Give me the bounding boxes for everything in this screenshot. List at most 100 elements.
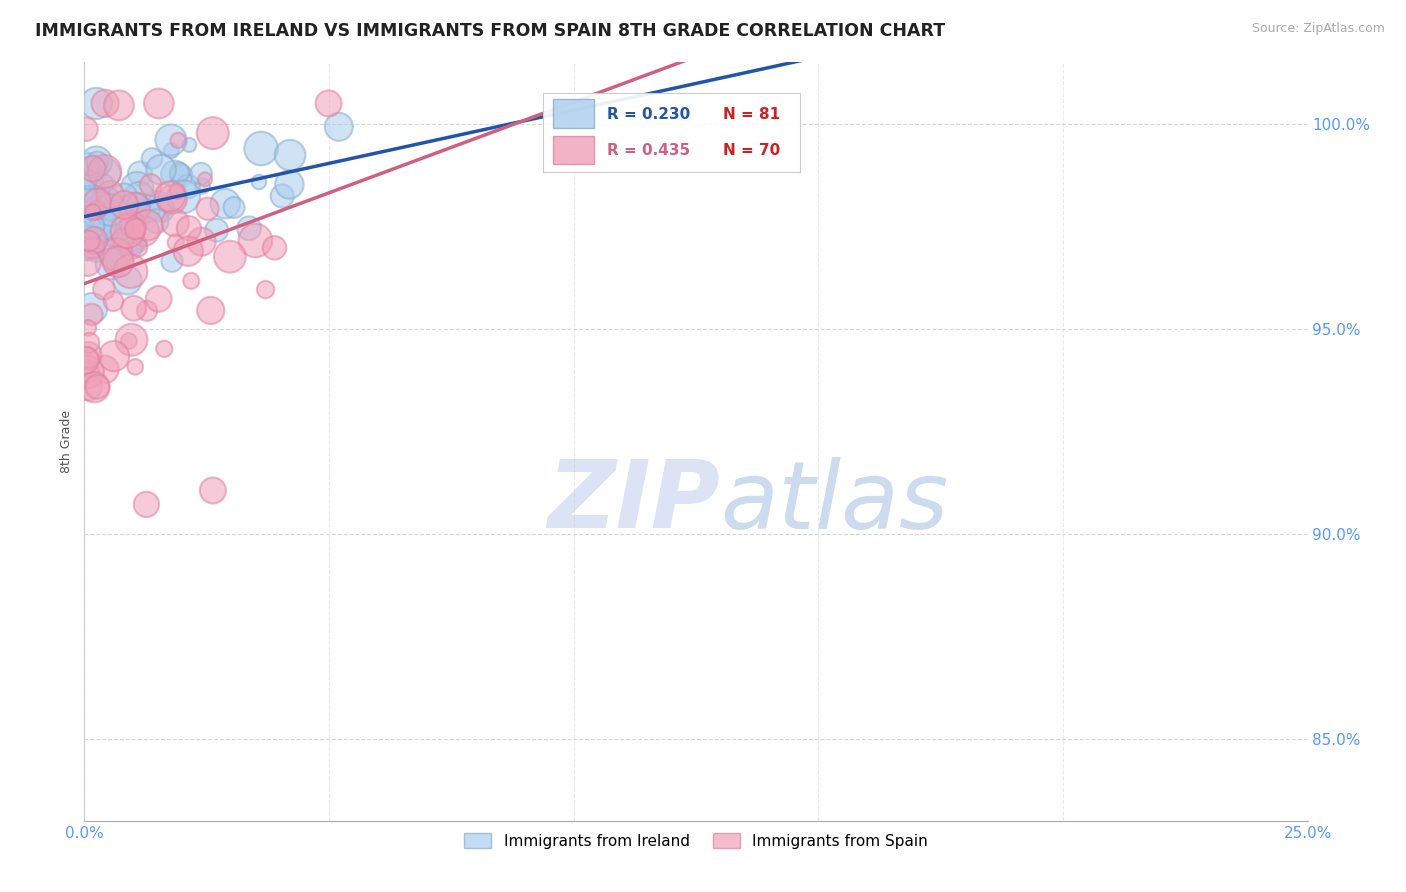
Point	[84, 238, 107, 252]
Point	[148, 96, 170, 111]
Point	[77, 348, 100, 362]
Point	[75, 172, 97, 186]
Point	[150, 202, 173, 216]
Point	[127, 240, 149, 254]
Point	[93, 282, 115, 296]
Point	[93, 164, 115, 178]
Point	[129, 166, 152, 180]
Point	[125, 181, 148, 195]
Point	[139, 178, 162, 192]
Point	[76, 365, 98, 379]
Point	[107, 255, 129, 269]
Point	[79, 335, 101, 350]
Point	[93, 167, 115, 181]
Point	[86, 212, 108, 227]
Point	[278, 148, 301, 162]
Point	[177, 221, 200, 235]
Text: atlas: atlas	[720, 457, 949, 548]
Point	[201, 483, 224, 498]
Point	[328, 120, 350, 134]
Point	[77, 235, 100, 250]
Point	[222, 201, 245, 215]
Point	[191, 179, 214, 194]
Point	[162, 192, 184, 206]
Point	[121, 218, 143, 232]
Point	[91, 219, 114, 234]
Point	[86, 380, 108, 394]
Point	[127, 195, 149, 210]
Point	[82, 205, 104, 219]
Point	[83, 238, 105, 252]
Point	[80, 219, 103, 234]
Point	[117, 202, 139, 217]
Point	[86, 195, 108, 210]
Point	[180, 274, 202, 288]
Point	[165, 235, 187, 250]
Point	[214, 196, 236, 211]
Point	[238, 221, 260, 235]
Point	[254, 283, 277, 297]
Point	[82, 205, 104, 219]
Point	[79, 230, 101, 244]
Point	[124, 359, 146, 374]
Point	[112, 232, 135, 246]
Point	[98, 187, 121, 202]
Point	[83, 233, 105, 247]
Point	[94, 362, 117, 376]
Point	[105, 248, 128, 262]
Point	[247, 175, 270, 189]
Point	[160, 144, 183, 158]
Point	[77, 175, 100, 189]
Point	[73, 238, 96, 252]
Point	[82, 234, 104, 248]
Point	[160, 133, 183, 147]
Point	[145, 199, 167, 213]
Point	[160, 254, 183, 268]
Point	[76, 256, 98, 270]
Point	[112, 198, 135, 212]
Point	[76, 177, 98, 191]
Point	[177, 244, 200, 259]
Point	[132, 224, 155, 238]
Point	[179, 137, 201, 152]
Point	[76, 165, 98, 179]
Point	[218, 250, 240, 264]
Point	[136, 218, 159, 232]
Point	[145, 214, 167, 228]
Point	[121, 333, 143, 347]
Point	[82, 241, 104, 255]
Point	[84, 194, 107, 209]
Point	[263, 241, 285, 255]
Point	[103, 294, 125, 309]
Point	[190, 167, 212, 181]
Point	[120, 242, 142, 256]
Point	[80, 301, 103, 316]
Point	[135, 497, 157, 511]
Y-axis label: 8th Grade: 8th Grade	[60, 410, 73, 473]
Point	[200, 303, 222, 318]
Point	[165, 216, 187, 230]
Point	[169, 165, 191, 179]
Point	[82, 161, 104, 176]
Point	[159, 189, 181, 203]
Legend: Immigrants from Ireland, Immigrants from Spain: Immigrants from Ireland, Immigrants from…	[458, 827, 934, 855]
Point	[153, 342, 176, 356]
Point	[103, 223, 125, 237]
Point	[271, 189, 294, 203]
Point	[75, 122, 97, 136]
Point	[170, 169, 193, 183]
Point	[107, 212, 129, 227]
Point	[94, 213, 117, 227]
Point	[245, 234, 267, 248]
Point	[98, 203, 121, 218]
Point	[141, 152, 163, 166]
Point	[94, 219, 117, 233]
Point	[83, 163, 105, 178]
Point	[120, 264, 142, 278]
Point	[124, 222, 146, 236]
Point	[83, 380, 105, 394]
Point	[107, 253, 129, 268]
Point	[94, 96, 117, 111]
Point	[205, 223, 228, 237]
Point	[122, 301, 145, 316]
